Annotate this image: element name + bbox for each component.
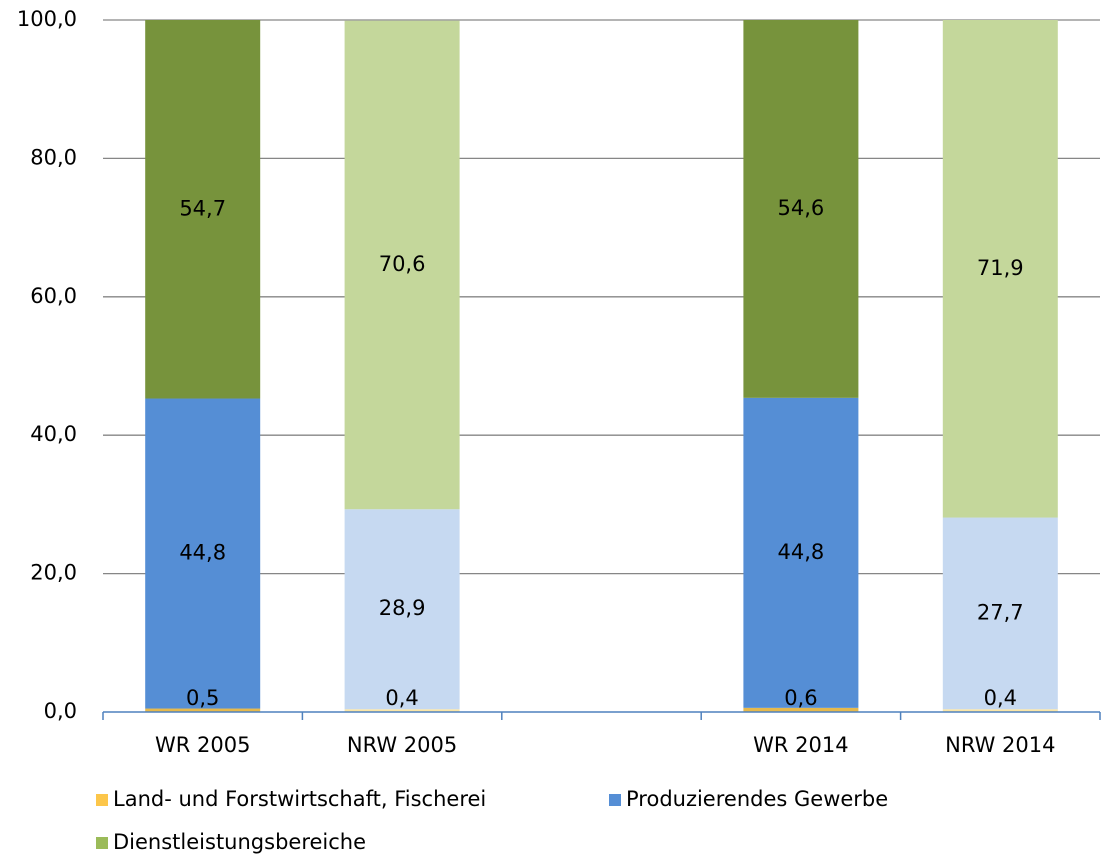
bar-segment: [344, 20, 460, 510]
bar-segment: [743, 397, 859, 708]
legend-label: Produzierendes Gewerbe: [626, 787, 888, 811]
legend-swatch: [609, 794, 621, 806]
legend-label: Land- und Forstwirtschaft, Fischerei: [113, 787, 486, 811]
y-tick-label: 100,0: [17, 7, 77, 31]
data-label: 44,8: [778, 540, 825, 564]
bar-segment: [145, 398, 261, 709]
bar-segment: [942, 20, 1058, 518]
legend-swatch: [96, 837, 108, 849]
y-tick-label: 0,0: [44, 699, 77, 723]
x-tick-label: NRW 2005: [347, 733, 457, 757]
data-label: 27,7: [977, 600, 1024, 624]
data-label: 0,6: [784, 686, 817, 710]
x-tick-label: WR 2005: [155, 733, 250, 757]
y-tick-label: 40,0: [30, 422, 77, 446]
bar-segment: [145, 20, 261, 399]
data-label: 71,9: [977, 256, 1024, 280]
bar-segment: [942, 709, 1058, 712]
y-tick-label: 20,0: [30, 561, 77, 585]
data-label: 54,7: [179, 196, 226, 220]
data-label: 28,9: [379, 596, 426, 620]
data-label: 44,8: [179, 541, 226, 565]
y-tick-label: 80,0: [30, 145, 77, 169]
bar-segment: [743, 20, 859, 398]
bar-segment: [942, 517, 1058, 710]
legend-label: Dienstleistungsbereiche: [113, 830, 366, 854]
data-label: 0,5: [186, 686, 219, 710]
x-tick-label: NRW 2014: [945, 733, 1055, 757]
bar-segment: [145, 708, 261, 712]
legend-swatch: [96, 794, 108, 806]
data-label: 70,6: [379, 252, 426, 276]
bar-segment: [344, 709, 460, 712]
bar-segment: [743, 707, 859, 712]
y-tick-label: 60,0: [30, 284, 77, 308]
x-tick-label: WR 2014: [753, 733, 848, 757]
data-label: 0,4: [984, 686, 1017, 710]
data-label: 0,4: [385, 686, 418, 710]
bar-segment: [344, 509, 460, 710]
data-label: 54,6: [778, 196, 825, 220]
